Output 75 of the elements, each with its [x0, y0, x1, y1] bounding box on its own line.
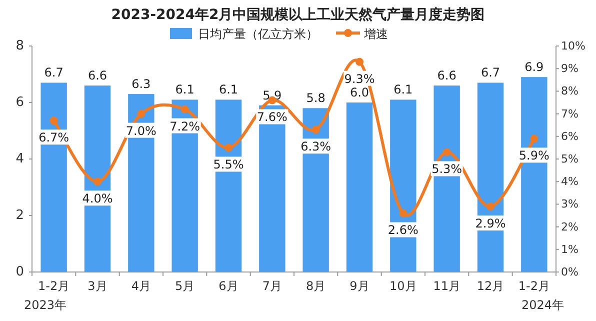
data-label: 6.7	[44, 66, 64, 80]
point	[356, 58, 364, 66]
point	[94, 178, 102, 186]
data-label: 6.7	[480, 66, 500, 80]
data-label: 2.9%	[475, 216, 506, 230]
data-label: 6.7%	[38, 130, 70, 145]
y2-tick-label: 8%	[561, 84, 578, 98]
point	[486, 202, 494, 210]
x-tick-label: 5月	[175, 279, 195, 293]
y-tick-label: 6	[16, 95, 24, 110]
data-label: 6.6	[437, 68, 456, 83]
x-tick-label: 3月	[88, 279, 108, 293]
bar	[128, 94, 154, 272]
bar	[84, 86, 111, 272]
y2-tick-label: 1%	[561, 242, 578, 256]
legend-label: 增速	[363, 27, 388, 41]
point	[530, 134, 538, 143]
data-label: 7.6%	[256, 110, 288, 124]
point	[399, 209, 408, 218]
bar	[521, 77, 548, 272]
bar	[477, 82, 504, 272]
point	[224, 144, 232, 152]
bar	[40, 82, 67, 272]
bar	[346, 102, 373, 272]
data-label: 9.3%	[344, 72, 375, 86]
data-label: 5.8	[306, 91, 326, 106]
data-label: 6.6	[88, 68, 108, 83]
y2-tick-label: 7%	[561, 107, 578, 120]
data-label: 6.1	[394, 82, 413, 97]
x-tick-label: 9月	[350, 279, 370, 293]
x-tick-label: 6月	[218, 279, 238, 293]
data-label: 7.2%	[170, 119, 200, 134]
data-label: 6.3%	[300, 140, 332, 154]
x-tick-label: 1-2月	[518, 279, 550, 293]
y2-tick-label: 4%	[561, 175, 578, 188]
text: 2024年	[521, 298, 564, 312]
data-label: 6.3	[132, 77, 151, 92]
y-tick-label: 8	[16, 38, 24, 54]
data-label: 5.9%	[518, 148, 550, 163]
data-label: 6.0	[350, 86, 370, 100]
point	[180, 105, 189, 114]
data-label: 5.5%	[213, 158, 244, 172]
y2-tick-label: 5%	[561, 152, 578, 166]
x-tick-label: 12月	[476, 279, 504, 293]
legend-label: 日均产量（亿立方米）	[198, 27, 318, 41]
x-tick-label: 10月	[390, 279, 417, 293]
data-label: 2.6%	[388, 223, 418, 238]
text: 2023年	[24, 298, 67, 312]
y2-tick-label: 2%	[561, 220, 578, 234]
data-label: 6.1	[218, 82, 238, 97]
data-label: 4.0%	[82, 192, 113, 206]
y2-tick-label: 10%	[561, 40, 586, 52]
point	[312, 126, 320, 134]
bar	[259, 105, 286, 272]
y-tick-label: 2	[16, 208, 24, 223]
point	[50, 116, 58, 125]
bar	[434, 86, 460, 272]
point	[137, 110, 146, 118]
data-label: 6.1	[175, 82, 194, 97]
y-tick-label: 0	[16, 264, 24, 280]
data-label: 6.9	[524, 60, 544, 74]
data-label: 5.3%	[432, 162, 462, 176]
chart-title: 2023-2024年2月中国规模以上工业天然气产量月度走势图	[111, 6, 485, 23]
x-tick-label: 1-2月	[38, 279, 70, 293]
x-tick-label: 7月	[262, 279, 282, 293]
y2-tick-label: 0%	[561, 266, 578, 278]
y-tick-label: 4	[16, 152, 24, 166]
x-tick-label: 8月	[306, 279, 326, 293]
point	[442, 148, 451, 156]
x-tick-label: 11月	[433, 279, 460, 293]
y2-tick-label: 6%	[561, 130, 578, 143]
data-label: 7.0%	[126, 124, 156, 138]
y2-tick-label: 3%	[561, 198, 578, 211]
x-tick-label: 4月	[131, 279, 151, 293]
y2-tick-label: 9%	[561, 62, 578, 76]
